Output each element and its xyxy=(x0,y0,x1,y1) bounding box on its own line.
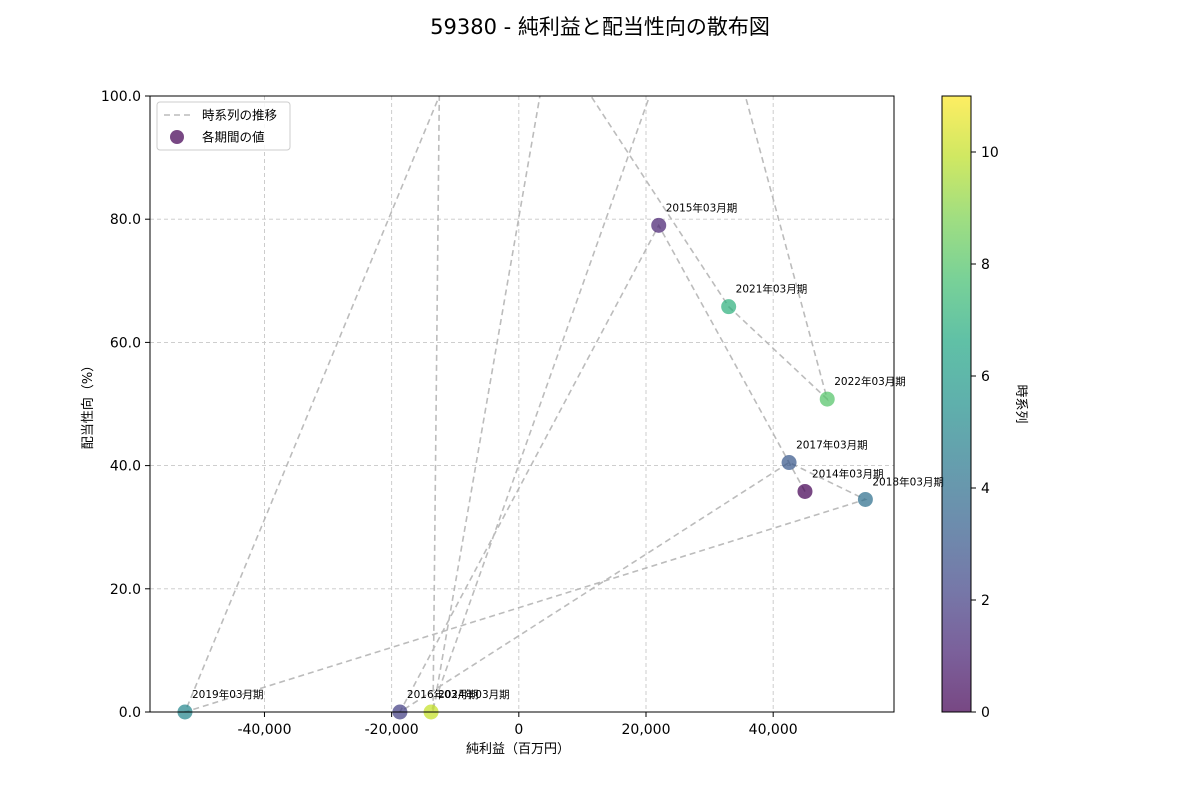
x-tick-label: -40,000 xyxy=(237,722,291,738)
legend-marker-swatch xyxy=(170,130,184,144)
colorbar-tick-label: 2 xyxy=(981,593,990,609)
point-label: 2017年03月期 xyxy=(796,439,868,452)
plot-frame xyxy=(149,95,895,713)
x-tick-label: 20,000 xyxy=(622,722,671,738)
y-axis-title: 配当性向（%） xyxy=(80,359,96,449)
data-point xyxy=(721,299,737,315)
point-label: 2015年03月期 xyxy=(666,201,738,214)
colorbar-ticks: 0 2 4 6 8 10 xyxy=(971,145,999,721)
legend-box xyxy=(156,101,291,151)
y-tick-label: 60.0 xyxy=(110,335,141,351)
x-tick-label: 40,000 xyxy=(749,722,798,738)
data-point xyxy=(797,483,813,499)
colorbar-tick-label: 0 xyxy=(981,705,990,721)
trend-line xyxy=(184,96,868,712)
data-point xyxy=(781,455,797,471)
colorbar-tick-label: 4 xyxy=(981,481,990,497)
data-point xyxy=(651,217,667,233)
x-tick-label: 0 xyxy=(514,722,523,738)
point-label: 2018年03月期 xyxy=(872,475,944,488)
x-axis-title: 純利益（百万円） xyxy=(466,742,570,757)
point-label: 2021年03月期 xyxy=(736,283,808,296)
legend: 時系列の推移 各期間の値 xyxy=(156,101,291,151)
colorbar-tick-label: 8 xyxy=(981,257,990,273)
point-label: 2022年03月期 xyxy=(834,375,906,388)
grid-lines xyxy=(150,95,894,713)
y-tick-label: 80.0 xyxy=(110,212,141,228)
colorbar-label: 時系列 xyxy=(1013,384,1028,423)
point-label: 2014年03月期 xyxy=(812,467,884,480)
y-tick-label: 40.0 xyxy=(110,459,141,475)
chart-title: 59380 - 純利益と配当性向の散布図 xyxy=(430,15,770,39)
colorbar-frame xyxy=(941,95,972,713)
data-point xyxy=(819,391,835,407)
point-labels: 2014年03月期 2015年03月期 2016年03月期 2017年03月期 2018… xyxy=(192,201,944,701)
point-label: 2016年03月期 xyxy=(407,688,479,701)
y-tick-label: 100.0 xyxy=(101,89,141,105)
x-tick-label: -20,000 xyxy=(365,722,419,738)
point-label: 2024年03月期 xyxy=(438,688,510,701)
y-axis-ticks: 0.0 20.0 40.0 60.0 80.0 100.0 xyxy=(101,89,150,721)
colorbar-tick-label: 6 xyxy=(981,369,990,385)
y-tick-label: 20.0 xyxy=(110,582,141,598)
data-point xyxy=(857,491,873,507)
colorbar: 0 2 4 6 8 10 時系列 xyxy=(941,95,1028,721)
trend-line-group xyxy=(184,96,868,712)
legend-entry-values: 各期間の値 xyxy=(202,130,265,145)
legend-entry-trend: 時系列の推移 xyxy=(202,108,277,123)
y-tick-label: 0.0 xyxy=(119,705,141,721)
point-label: 2019年03月期 xyxy=(192,688,264,701)
colorbar-gradient xyxy=(942,96,971,712)
colorbar-tick-label: 10 xyxy=(981,145,999,161)
x-axis-ticks: -40,000 -20,000 0 20,000 40,000 xyxy=(237,712,798,738)
